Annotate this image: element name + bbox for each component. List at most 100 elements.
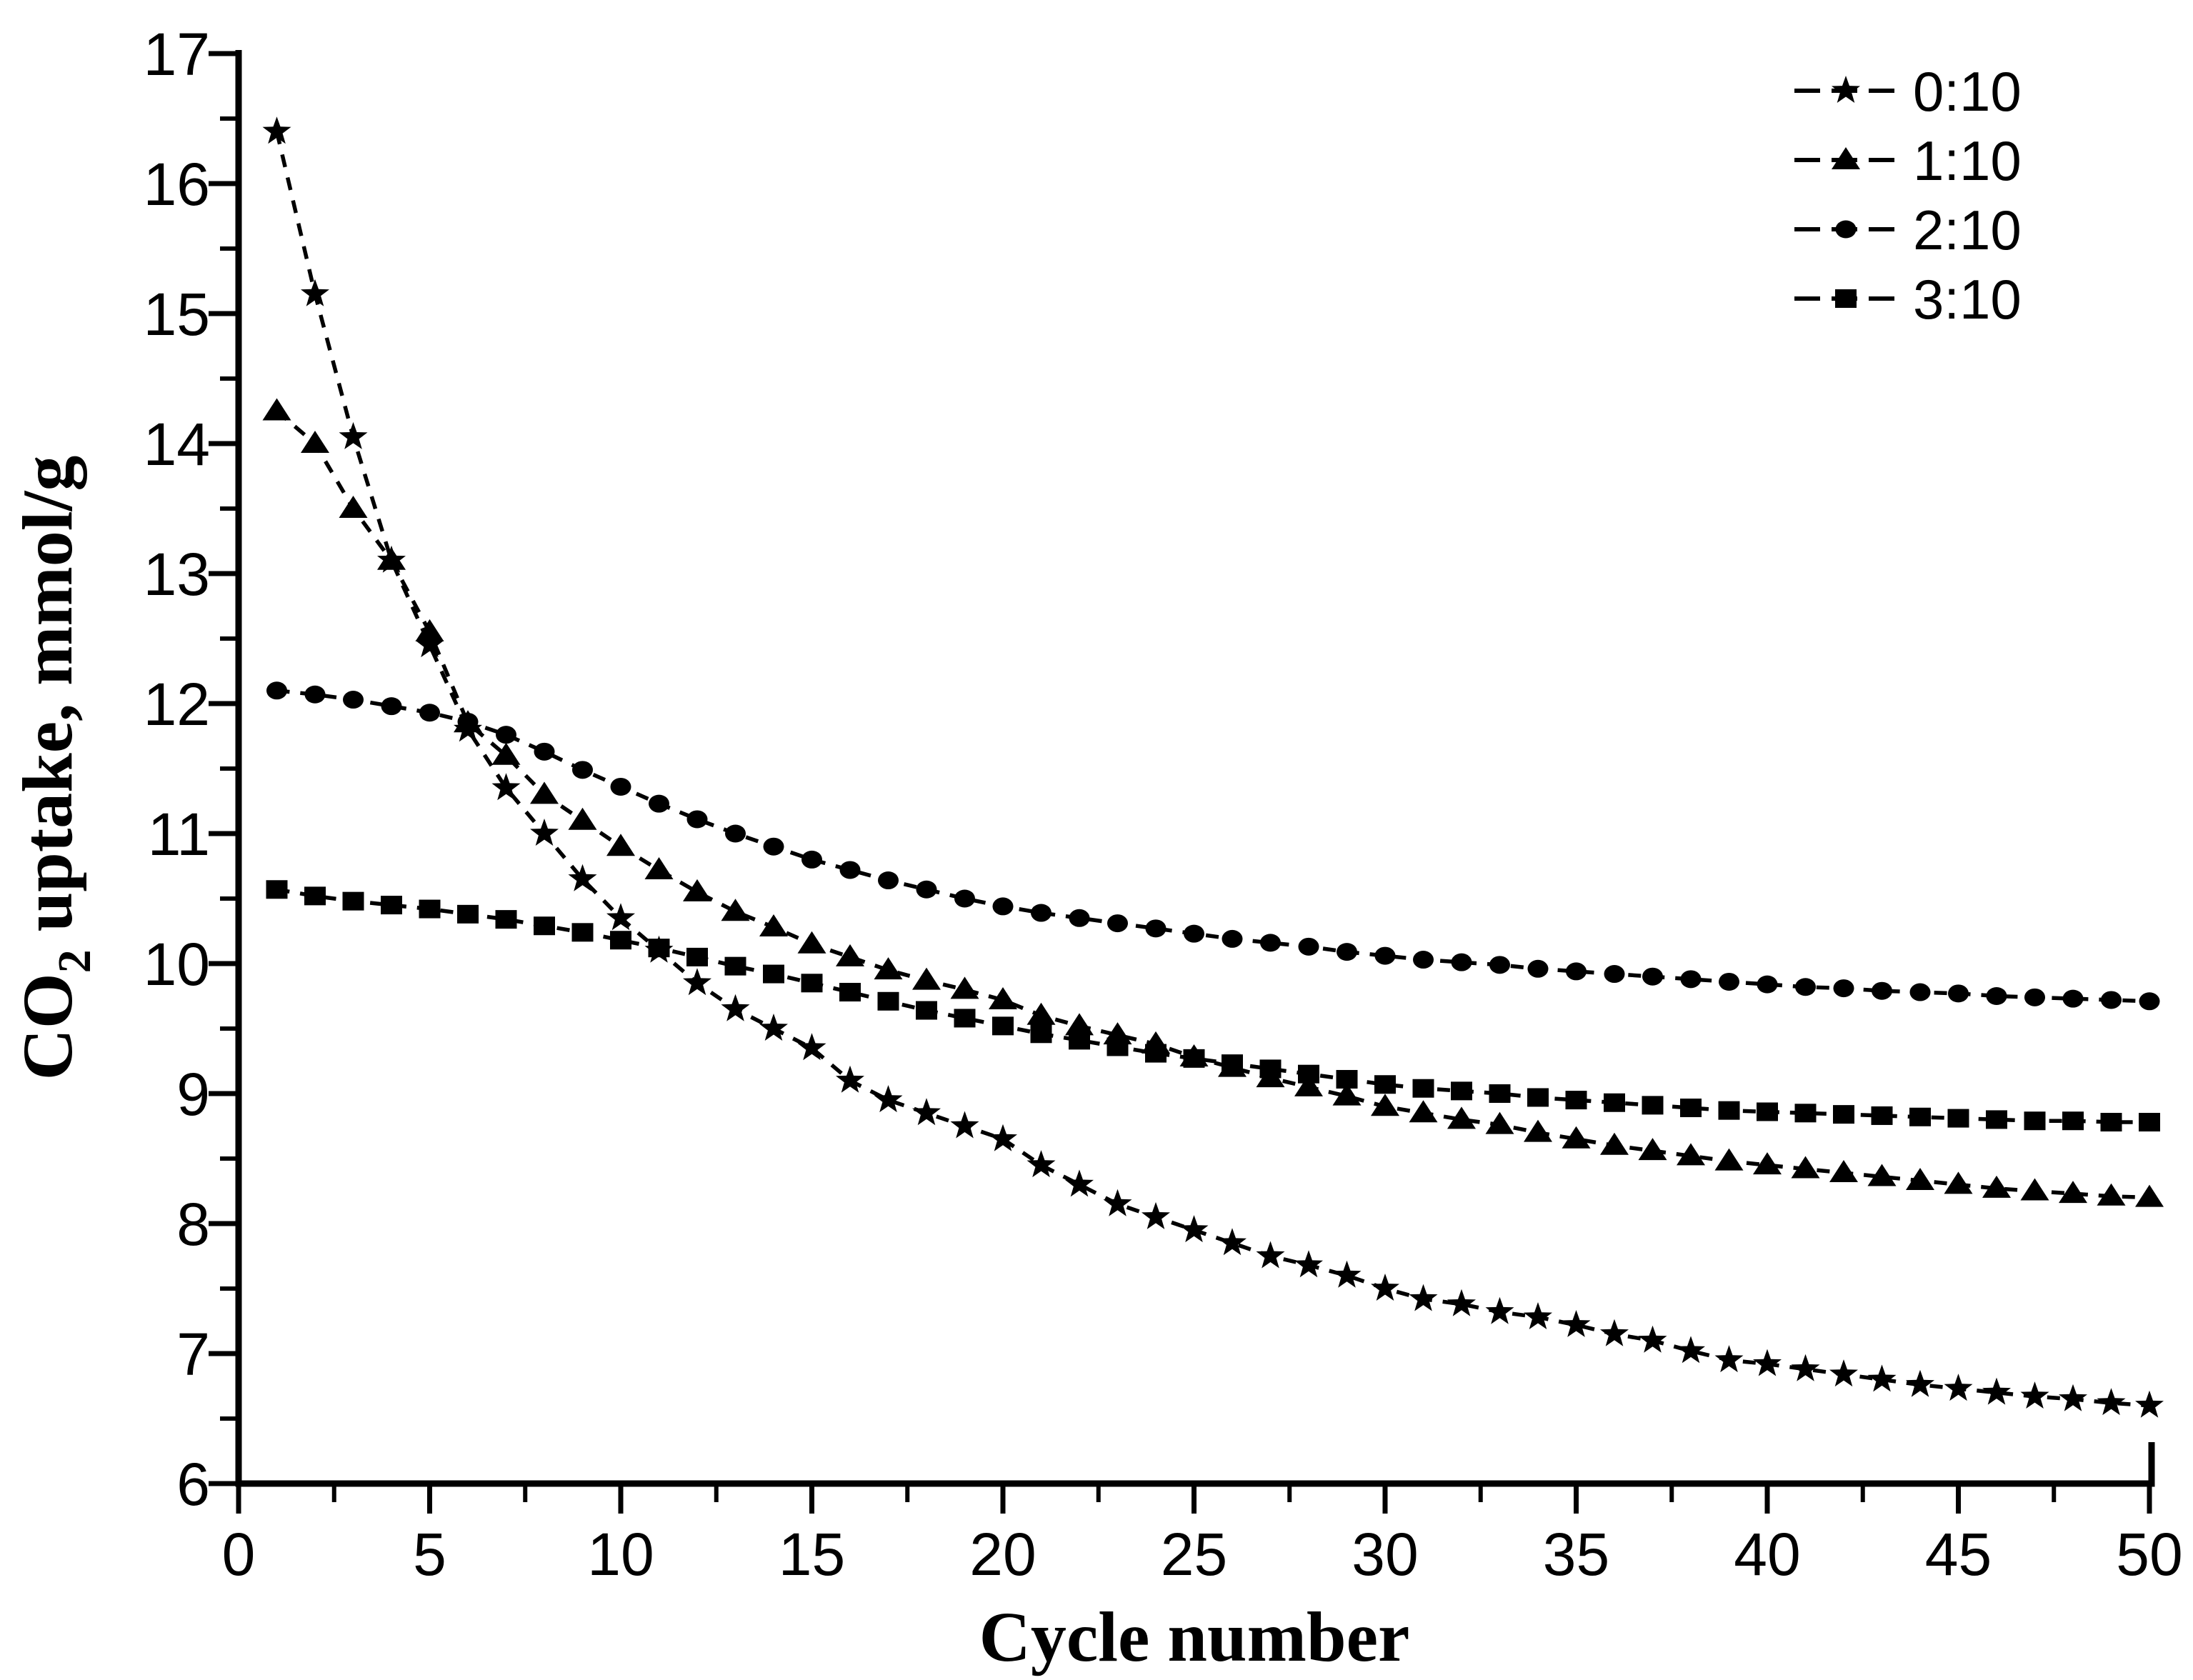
triangle-marker [1677,1143,1705,1166]
star-marker [301,279,329,306]
star-marker [530,819,559,846]
square-marker [342,891,364,911]
x-tick-label: 35 [1543,1521,1609,1588]
star-marker [1677,1336,1705,1364]
square-marker [916,1001,937,1020]
circle-marker [343,691,364,709]
square-marker [495,910,517,929]
circle-marker [992,897,1014,916]
circle-marker [1145,919,1167,938]
triangle-marker [836,944,864,966]
square-marker [2139,1113,2160,1132]
triangle-marker [1179,1044,1209,1067]
x-tick-label: 5 [413,1521,446,1588]
circle-marker [1872,981,1892,1000]
triangle-marker [530,781,559,804]
triangle-marker [2059,1181,2087,1204]
triangle-marker [339,496,368,518]
triangle-marker [2020,1178,2049,1201]
star-marker [606,903,635,931]
star-marker [415,630,444,658]
x-tick-label: 20 [969,1521,1036,1588]
x-tick-label: 10 [587,1521,654,1588]
star-marker [874,1085,903,1113]
star-marker [683,968,711,996]
star-marker [1832,76,1860,103]
square-marker [724,956,746,976]
star-marker [721,994,750,1021]
star-marker [2059,1384,2087,1411]
star-marker [1332,1260,1362,1288]
square-marker [1794,1104,1817,1123]
star-marker [644,935,674,963]
triangle-marker [1294,1074,1323,1096]
square-marker [571,923,594,942]
circle-marker [2024,988,2045,1006]
star-marker [1026,1150,1056,1178]
triangle-marker [262,398,291,421]
star-marker [1753,1349,1782,1376]
star-marker [1447,1289,1476,1316]
square-marker [1757,1102,1778,1121]
legend-label: 1:10 [1913,129,2022,192]
triangle-marker [1944,1171,1973,1194]
circle-marker [1374,946,1396,965]
triangle-marker [2097,1183,2126,1206]
circle-marker [916,880,937,899]
square-marker [2100,1113,2122,1132]
circle-marker [1031,904,1051,922]
x-axis-ticks: 0 5 10 15 20 25 30 35 40 45 50 [222,1484,2183,1588]
square-marker [1947,1109,1969,1128]
star-marker [1179,1215,1209,1243]
x-tick-label: 15 [779,1521,845,1588]
triangle-marker [491,742,521,765]
square-marker [1909,1107,1931,1126]
y-tick-label: 16 [144,151,210,218]
circle-marker [572,761,593,779]
star-marker [1218,1228,1247,1256]
triangle-marker [568,807,597,830]
circle-marker [1298,937,1319,956]
triangle-marker [1829,1160,1858,1183]
square-marker [1489,1084,1511,1103]
y-tick-label: 12 [144,671,210,738]
triangle-marker [1409,1100,1438,1123]
circle-marker [1833,979,1854,998]
square-marker [686,947,708,966]
triangle-marker [1867,1164,1897,1186]
circle-marker [1604,965,1625,984]
triangle-marker [1753,1152,1782,1175]
square-marker [1451,1081,1472,1101]
series-0-10 [262,116,2164,1418]
triangle-marker [1524,1119,1552,1142]
y-tick-label: 14 [144,411,210,478]
triangle-marker [721,899,750,921]
triangle-marker [2135,1184,2164,1207]
circle-marker [1948,984,1969,1003]
legend-entry-0-10: 0:10 [1794,60,2022,123]
legend-entry-3-10: 3:10 [1794,268,2022,331]
circle-marker [1527,959,1549,978]
circle-marker [610,777,631,796]
y-tick-label: 8 [176,1191,210,1258]
triangle-marker [1714,1148,1744,1171]
y-tick-label: 7 [176,1321,210,1388]
circle-marker [839,861,861,879]
legend-label: 2:10 [1913,199,2022,261]
square-marker [763,964,784,984]
x-tick-label: 30 [1352,1521,1418,1588]
y-axis-title: CO2 uptake, mmol/g [8,456,101,1081]
triangle-marker [1142,1031,1170,1054]
star-marker [454,714,482,742]
circle-marker [1184,924,1204,943]
triangle-marker [1065,1013,1094,1036]
star-marker [2020,1381,2049,1409]
star-marker [262,116,291,144]
triangle-marker [301,431,329,453]
x-tick-label: 25 [1161,1521,1227,1588]
square-marker [1718,1101,1740,1120]
triangle-marker [797,931,826,954]
square-marker [1565,1091,1587,1110]
axes-frame [235,50,2155,1487]
triangle-marker [644,856,674,879]
